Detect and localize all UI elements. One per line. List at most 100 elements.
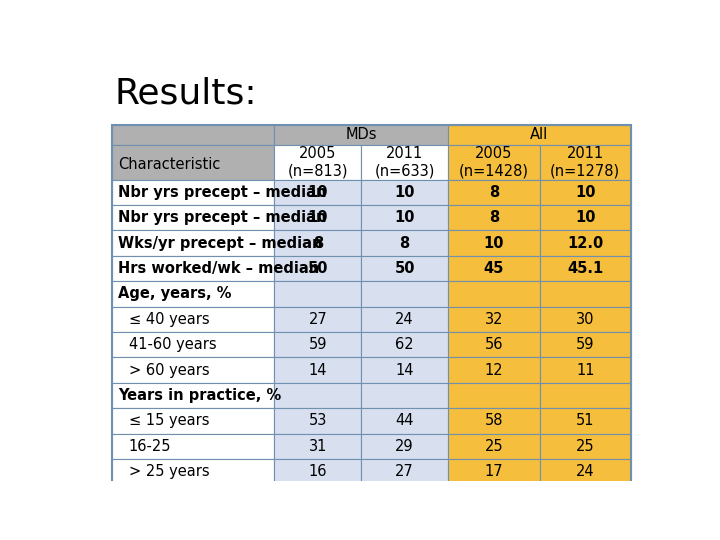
Text: 32: 32 [485, 312, 503, 327]
Text: 53: 53 [309, 414, 327, 428]
Bar [361, 459, 448, 484]
Bar [448, 125, 631, 145]
Bar [361, 408, 448, 434]
Bar [448, 205, 539, 231]
Text: 11: 11 [576, 362, 595, 377]
Text: 10: 10 [575, 185, 595, 200]
Text: Years in practice, %: Years in practice, % [118, 388, 281, 403]
Text: > 60 years: > 60 years [129, 362, 210, 377]
Text: 8: 8 [312, 235, 323, 251]
Bar [112, 357, 274, 383]
Bar [274, 459, 361, 484]
Text: 56: 56 [485, 337, 503, 352]
Text: 62: 62 [395, 337, 414, 352]
Text: 50: 50 [395, 261, 415, 276]
Bar [361, 357, 448, 383]
Text: 29: 29 [395, 439, 414, 454]
Bar [112, 332, 274, 357]
Text: 8: 8 [489, 210, 499, 225]
Text: 2011
(n=1278): 2011 (n=1278) [550, 146, 621, 178]
Text: 8: 8 [400, 235, 410, 251]
Bar [539, 434, 631, 459]
Text: > 25 years: > 25 years [129, 464, 210, 479]
Text: 10: 10 [307, 210, 328, 225]
Bar [361, 205, 448, 231]
Bar [448, 383, 539, 408]
Bar [539, 179, 631, 205]
Bar [274, 256, 361, 281]
Bar [448, 357, 539, 383]
Text: 2011
(n=633): 2011 (n=633) [374, 146, 435, 178]
Bar [539, 408, 631, 434]
Text: 27: 27 [395, 464, 414, 479]
Text: Nbr yrs precept – median: Nbr yrs precept – median [118, 210, 326, 225]
Text: 59: 59 [309, 337, 327, 352]
Text: 12.0: 12.0 [567, 235, 603, 251]
Text: 24: 24 [576, 464, 595, 479]
Text: 31: 31 [309, 439, 327, 454]
Bar [274, 383, 361, 408]
Bar [539, 459, 631, 484]
Bar [361, 256, 448, 281]
Text: 17: 17 [485, 464, 503, 479]
Bar [112, 434, 274, 459]
Bar [448, 231, 539, 256]
Text: 27: 27 [308, 312, 327, 327]
Bar [539, 357, 631, 383]
Text: 2005
(n=1428): 2005 (n=1428) [459, 146, 528, 178]
Bar [112, 205, 274, 231]
Bar [539, 332, 631, 357]
Bar [361, 332, 448, 357]
Text: 14: 14 [395, 362, 414, 377]
Bar [361, 383, 448, 408]
Bar [274, 408, 361, 434]
Bar [448, 256, 539, 281]
Text: 14: 14 [309, 362, 327, 377]
Text: Hrs worked/wk – median: Hrs worked/wk – median [118, 261, 319, 276]
Text: 25: 25 [485, 439, 503, 454]
Bar [274, 434, 361, 459]
Text: Wks/yr precept – median: Wks/yr precept – median [118, 235, 323, 251]
Text: Characteristic: Characteristic [118, 157, 220, 172]
Bar [361, 145, 448, 179]
Text: 59: 59 [576, 337, 595, 352]
Bar [361, 179, 448, 205]
Bar [448, 145, 539, 179]
Bar [448, 307, 539, 332]
Text: MDs: MDs [346, 127, 377, 143]
Bar [539, 307, 631, 332]
Bar [274, 205, 361, 231]
Text: 16-25: 16-25 [129, 439, 171, 454]
Bar [274, 307, 361, 332]
Text: 8: 8 [489, 185, 499, 200]
Bar [274, 145, 361, 179]
Text: Results:: Results: [114, 76, 258, 110]
Bar [112, 125, 274, 145]
Bar [274, 281, 361, 307]
Bar [448, 332, 539, 357]
Text: ≤ 15 years: ≤ 15 years [129, 414, 210, 428]
Bar [361, 231, 448, 256]
Bar [448, 434, 539, 459]
Bar [448, 408, 539, 434]
Bar [448, 281, 539, 307]
Text: 51: 51 [576, 414, 595, 428]
Text: 45: 45 [484, 261, 504, 276]
Text: All: All [531, 127, 549, 143]
Bar [274, 125, 448, 145]
Text: Nbr yrs precept – median: Nbr yrs precept – median [118, 185, 326, 200]
Text: 24: 24 [395, 312, 414, 327]
Bar [361, 434, 448, 459]
Bar [539, 205, 631, 231]
Bar [539, 281, 631, 307]
Text: Age, years, %: Age, years, % [118, 286, 231, 301]
Bar [361, 307, 448, 332]
Bar [112, 408, 274, 434]
Bar [274, 231, 361, 256]
Text: 10: 10 [484, 235, 504, 251]
Text: 10: 10 [307, 185, 328, 200]
Text: 44: 44 [395, 414, 414, 428]
Bar [448, 459, 539, 484]
Bar [539, 383, 631, 408]
Bar [361, 281, 448, 307]
